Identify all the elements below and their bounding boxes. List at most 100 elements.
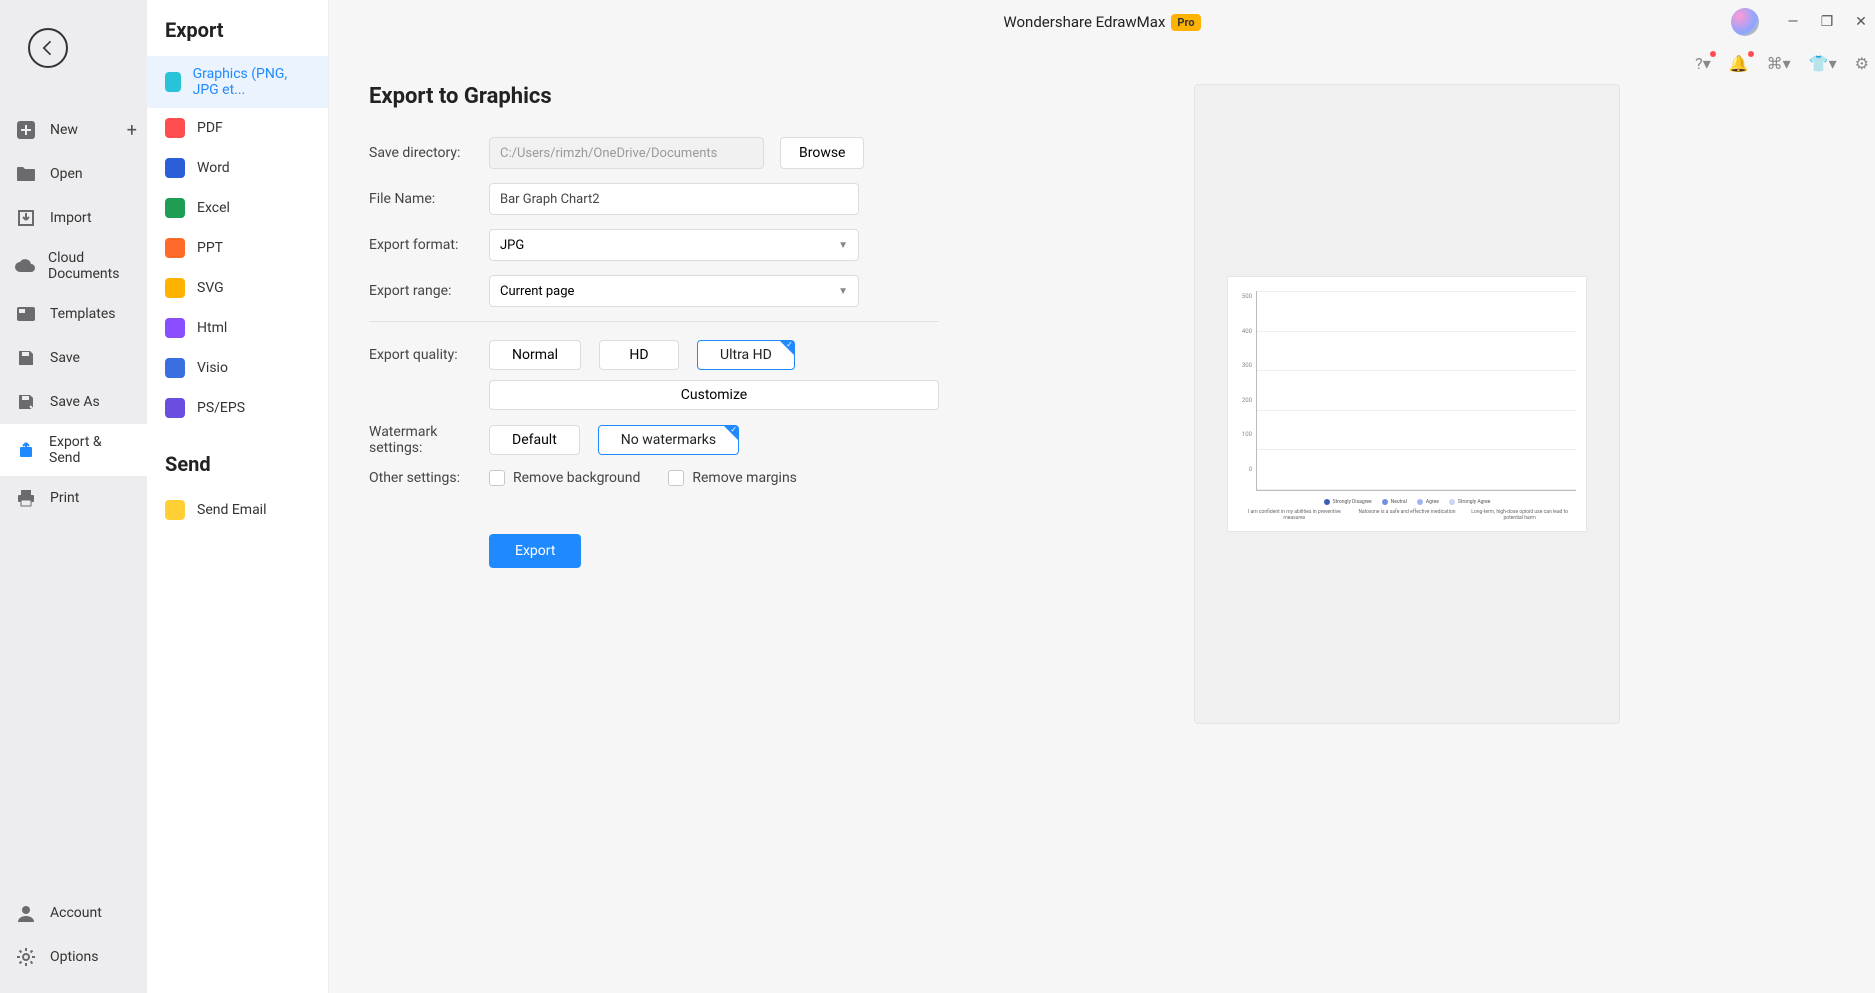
- format-item-label: Excel: [197, 200, 230, 216]
- label-save-dir: Save directory:: [369, 145, 489, 161]
- format-item-graphics[interactable]: Graphics (PNG, JPG et...: [147, 56, 328, 108]
- format-item-pseps[interactable]: PS/EPS: [147, 388, 328, 428]
- pseps-icon: [165, 398, 185, 418]
- settings-icon[interactable]: ⚙: [1855, 54, 1869, 73]
- label-format: Export format:: [369, 237, 489, 253]
- page-title: Export to Graphics: [369, 84, 939, 109]
- pdf-icon: [165, 118, 185, 138]
- quality-normal[interactable]: Normal: [489, 340, 581, 370]
- help-icon[interactable]: ?▾: [1695, 54, 1711, 73]
- close-button[interactable]: ✕: [1853, 14, 1869, 30]
- format-item-label: Html: [197, 320, 227, 336]
- format-item-label: PDF: [197, 120, 223, 136]
- pro-badge: Pro: [1171, 14, 1200, 31]
- sidebar-item-label: Import: [50, 210, 92, 226]
- ppt-icon: [165, 238, 185, 258]
- sidebar-item-label: Options: [50, 949, 98, 965]
- titlebar: Wondershare EdrawMax Pro — ❐ ✕ ?▾ 🔔 ⌘▾ 👕…: [329, 0, 1875, 44]
- browse-button[interactable]: Browse: [780, 137, 864, 169]
- format-item-svg[interactable]: SVG: [147, 268, 328, 308]
- minimize-button[interactable]: —: [1785, 14, 1801, 30]
- sidebar-item-print[interactable]: Print: [0, 476, 147, 520]
- legend-item: Strongly Disagree: [1324, 499, 1372, 505]
- excel-icon: [165, 198, 185, 218]
- sidebar-item-options[interactable]: Options: [0, 935, 147, 979]
- label-quality: Export quality:: [369, 347, 489, 363]
- plus-box-icon: [14, 118, 38, 142]
- maximize-button[interactable]: ❐: [1819, 14, 1835, 30]
- quality-ultrahd[interactable]: Ultra HD: [697, 340, 795, 370]
- sidebar-item-export[interactable]: Export & Send: [0, 424, 147, 476]
- format-select[interactable]: JPG▼: [489, 229, 859, 261]
- export-heading: Export: [147, 18, 328, 56]
- account-icon: [14, 901, 38, 925]
- remove-bg-checkbox[interactable]: Remove background: [489, 470, 640, 486]
- format-item-label: SVG: [197, 280, 224, 296]
- filename-input[interactable]: [489, 183, 859, 215]
- sidebar-item-cloud[interactable]: Cloud Documents: [0, 240, 147, 292]
- sidebar-item-label: Cloud Documents: [48, 250, 133, 282]
- sidebar-item-import[interactable]: Import: [0, 196, 147, 240]
- sidebar-item-label: Print: [50, 490, 79, 506]
- sidebar-item-new[interactable]: New +: [0, 108, 147, 152]
- send-item-label: Send Email: [197, 502, 267, 518]
- format-item-word[interactable]: Word: [147, 148, 328, 188]
- watermark-none[interactable]: No watermarks: [598, 425, 739, 455]
- sidebar-item-templates[interactable]: Templates: [0, 292, 147, 336]
- formats-sidebar: Export Graphics (PNG, JPG et... PDF Word Ex…: [147, 0, 329, 993]
- export-icon: [14, 438, 37, 462]
- html-icon: [165, 318, 185, 338]
- sidebar-item-label: Save: [50, 350, 80, 366]
- format-item-label: Visio: [197, 360, 228, 376]
- chevron-down-icon: ▼: [838, 240, 848, 251]
- send-item-email[interactable]: Send Email: [147, 490, 328, 530]
- saveas-icon: [14, 390, 38, 414]
- grid-icon[interactable]: ⌘▾: [1767, 54, 1791, 73]
- svg-icon: [165, 278, 185, 298]
- sidebar-item-open[interactable]: Open: [0, 152, 147, 196]
- cloud-icon: [14, 254, 36, 278]
- app-title: Wondershare EdrawMax: [1003, 13, 1165, 31]
- print-icon: [14, 486, 38, 510]
- label-filename: File Name:: [369, 191, 489, 207]
- sidebar-item-saveas[interactable]: Save As: [0, 380, 147, 424]
- preview-column: 5004003002001000 Strongly DisagreeNeutra…: [939, 44, 1875, 993]
- back-button[interactable]: [28, 28, 68, 68]
- sidebar-item-label: New: [50, 122, 78, 138]
- label-range: Export range:: [369, 283, 489, 299]
- plus-icon[interactable]: +: [127, 120, 137, 141]
- email-icon: [165, 500, 185, 520]
- format-item-html[interactable]: Html: [147, 308, 328, 348]
- content-area: Wondershare EdrawMax Pro — ❐ ✕ ?▾ 🔔 ⌘▾ 👕…: [329, 0, 1875, 993]
- word-icon: [165, 158, 185, 178]
- graphics-icon: [165, 72, 181, 92]
- bell-icon[interactable]: 🔔: [1729, 54, 1749, 73]
- preview-frame: 5004003002001000 Strongly DisagreeNeutra…: [1194, 84, 1620, 724]
- sidebar-item-label: Templates: [50, 306, 116, 322]
- quality-customize[interactable]: Customize: [489, 380, 939, 410]
- sidebar-item-save[interactable]: Save: [0, 336, 147, 380]
- format-item-visio[interactable]: Visio: [147, 348, 328, 388]
- sidebar-item-account[interactable]: Account: [0, 891, 147, 935]
- save-dir-input: [489, 137, 764, 169]
- avatar[interactable]: [1731, 8, 1759, 36]
- legend-item: Neutral: [1382, 499, 1407, 505]
- format-item-label: PS/EPS: [197, 400, 245, 416]
- export-button[interactable]: Export: [489, 534, 581, 568]
- watermark-default[interactable]: Default: [489, 425, 580, 455]
- shirt-icon[interactable]: 👕▾: [1809, 54, 1837, 73]
- range-select[interactable]: Current page▼: [489, 275, 859, 307]
- chevron-down-icon: ▼: [838, 286, 848, 297]
- legend-item: Agree: [1417, 499, 1439, 505]
- remove-margins-checkbox[interactable]: Remove margins: [668, 470, 797, 486]
- import-icon: [14, 206, 38, 230]
- sidebar-item-label: Save As: [50, 394, 100, 410]
- quality-hd[interactable]: HD: [599, 340, 679, 370]
- sidebar-item-label: Open: [50, 166, 83, 182]
- format-item-excel[interactable]: Excel: [147, 188, 328, 228]
- gear-icon: [14, 945, 38, 969]
- format-item-ppt[interactable]: PPT: [147, 228, 328, 268]
- send-heading: Send: [147, 428, 328, 490]
- format-item-pdf[interactable]: PDF: [147, 108, 328, 148]
- preview-chart: 5004003002001000 Strongly DisagreeNeutra…: [1227, 276, 1587, 532]
